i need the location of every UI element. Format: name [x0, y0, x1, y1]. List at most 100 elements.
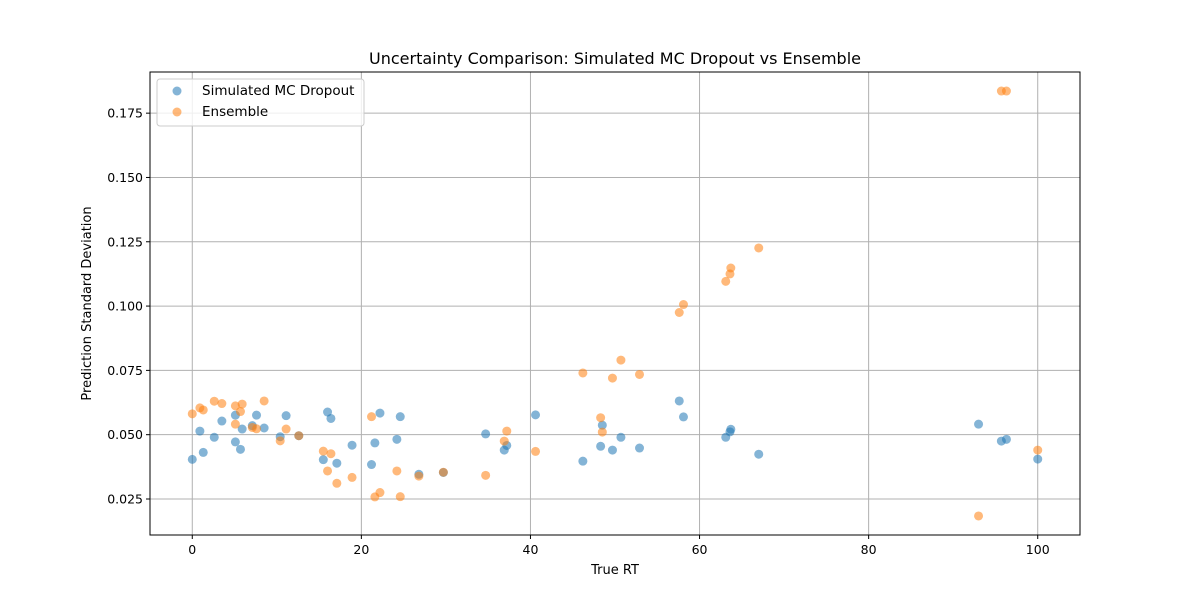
data-point — [252, 424, 262, 434]
data-point — [392, 466, 402, 476]
data-point — [187, 409, 197, 419]
data-point — [678, 300, 688, 310]
y-tick-label: 0.050 — [107, 427, 143, 442]
data-point — [217, 399, 227, 409]
axis-ticks: 0 20 40 60 80 100 0.025 0.050 0.075 0.100 0.125 0.1… — [107, 106, 1050, 557]
data-point — [367, 460, 377, 470]
data-point — [578, 456, 588, 466]
data-point — [281, 424, 291, 434]
data-point — [195, 426, 205, 436]
data-point — [370, 438, 380, 448]
data-point — [502, 426, 512, 436]
data-point — [252, 410, 262, 420]
data-point — [607, 373, 617, 383]
data-point — [392, 434, 402, 444]
data-point — [721, 276, 731, 286]
data-point — [237, 399, 247, 409]
data-point — [1033, 445, 1043, 455]
data-point — [187, 454, 197, 464]
legend-marker-ensemble — [172, 107, 182, 117]
data-point — [974, 419, 984, 429]
y-axis-label: Prediction Standard Deviation — [80, 206, 95, 400]
data-point — [318, 455, 328, 465]
data-point — [414, 471, 424, 481]
data-point — [674, 396, 684, 406]
data-point — [237, 424, 247, 434]
data-point — [235, 444, 245, 454]
chart-title: Uncertainty Comparison: Simulated MC Dro… — [369, 49, 861, 68]
data-point — [209, 396, 219, 406]
data-point — [597, 420, 607, 430]
data-point — [375, 488, 385, 498]
data-point — [499, 436, 509, 446]
data-point — [616, 432, 626, 442]
data-point — [209, 432, 219, 442]
data-point — [531, 446, 541, 456]
y-tick-label: 0.075 — [107, 363, 143, 378]
data-point — [635, 369, 645, 379]
data-point — [635, 443, 645, 453]
data-point — [597, 427, 607, 437]
y-tick-label: 0.175 — [107, 106, 143, 121]
data-point — [294, 431, 304, 441]
data-point — [367, 412, 377, 422]
data-point — [596, 413, 606, 423]
legend-marker-mc-dropout — [172, 86, 182, 96]
x-tick-label: 40 — [523, 542, 539, 557]
data-point — [198, 447, 208, 457]
data-point — [481, 470, 491, 480]
plot-frame — [149, 71, 1081, 536]
data-point — [323, 466, 333, 476]
legend: Simulated MC Dropout Ensemble — [156, 78, 365, 127]
data-point — [332, 478, 342, 488]
y-tick-label: 0.125 — [107, 234, 143, 249]
data-point — [1033, 454, 1043, 464]
data-point — [259, 396, 269, 406]
data-point — [281, 411, 291, 421]
legend-label-ensemble: Ensemble — [202, 104, 268, 120]
legend-box — [156, 78, 365, 127]
data-point — [198, 405, 208, 415]
x-tick-label: 20 — [353, 542, 369, 557]
grid — [150, 72, 1080, 535]
data-point — [395, 412, 405, 422]
data-point — [754, 449, 764, 459]
data-point — [275, 436, 285, 446]
series-mc-dropout — [187, 396, 1043, 479]
data-point — [217, 416, 227, 426]
x-tick-label: 100 — [1026, 542, 1050, 557]
x-axis-label: True RT — [590, 563, 639, 578]
data-point — [347, 440, 357, 450]
data-point — [531, 410, 541, 420]
data-point — [230, 437, 240, 447]
data-point — [974, 511, 984, 521]
data-point — [1001, 86, 1011, 96]
data-point — [375, 408, 385, 418]
data-point — [326, 449, 336, 459]
x-tick-label: 0 — [188, 542, 196, 557]
data-point — [347, 472, 357, 482]
data-point — [235, 407, 245, 417]
x-tick-label: 60 — [692, 542, 708, 557]
data-point — [395, 492, 405, 502]
y-tick-label: 0.150 — [107, 170, 143, 185]
data-point — [481, 429, 491, 439]
data-point — [332, 458, 342, 468]
data-point — [230, 419, 240, 429]
data-point — [674, 308, 684, 318]
series-ensemble — [187, 86, 1043, 521]
data-point — [726, 263, 736, 273]
x-tick-label: 80 — [861, 542, 877, 557]
data-point — [607, 445, 617, 455]
data-point — [596, 441, 606, 451]
data-point — [678, 412, 688, 422]
data-point — [438, 467, 448, 477]
data-point — [1001, 434, 1011, 444]
data-point — [726, 424, 736, 434]
legend-label-mc-dropout: Simulated MC Dropout — [202, 83, 354, 99]
data-point — [754, 243, 764, 253]
data-point — [326, 413, 336, 423]
data-point — [318, 446, 328, 456]
y-tick-label: 0.100 — [107, 299, 143, 314]
